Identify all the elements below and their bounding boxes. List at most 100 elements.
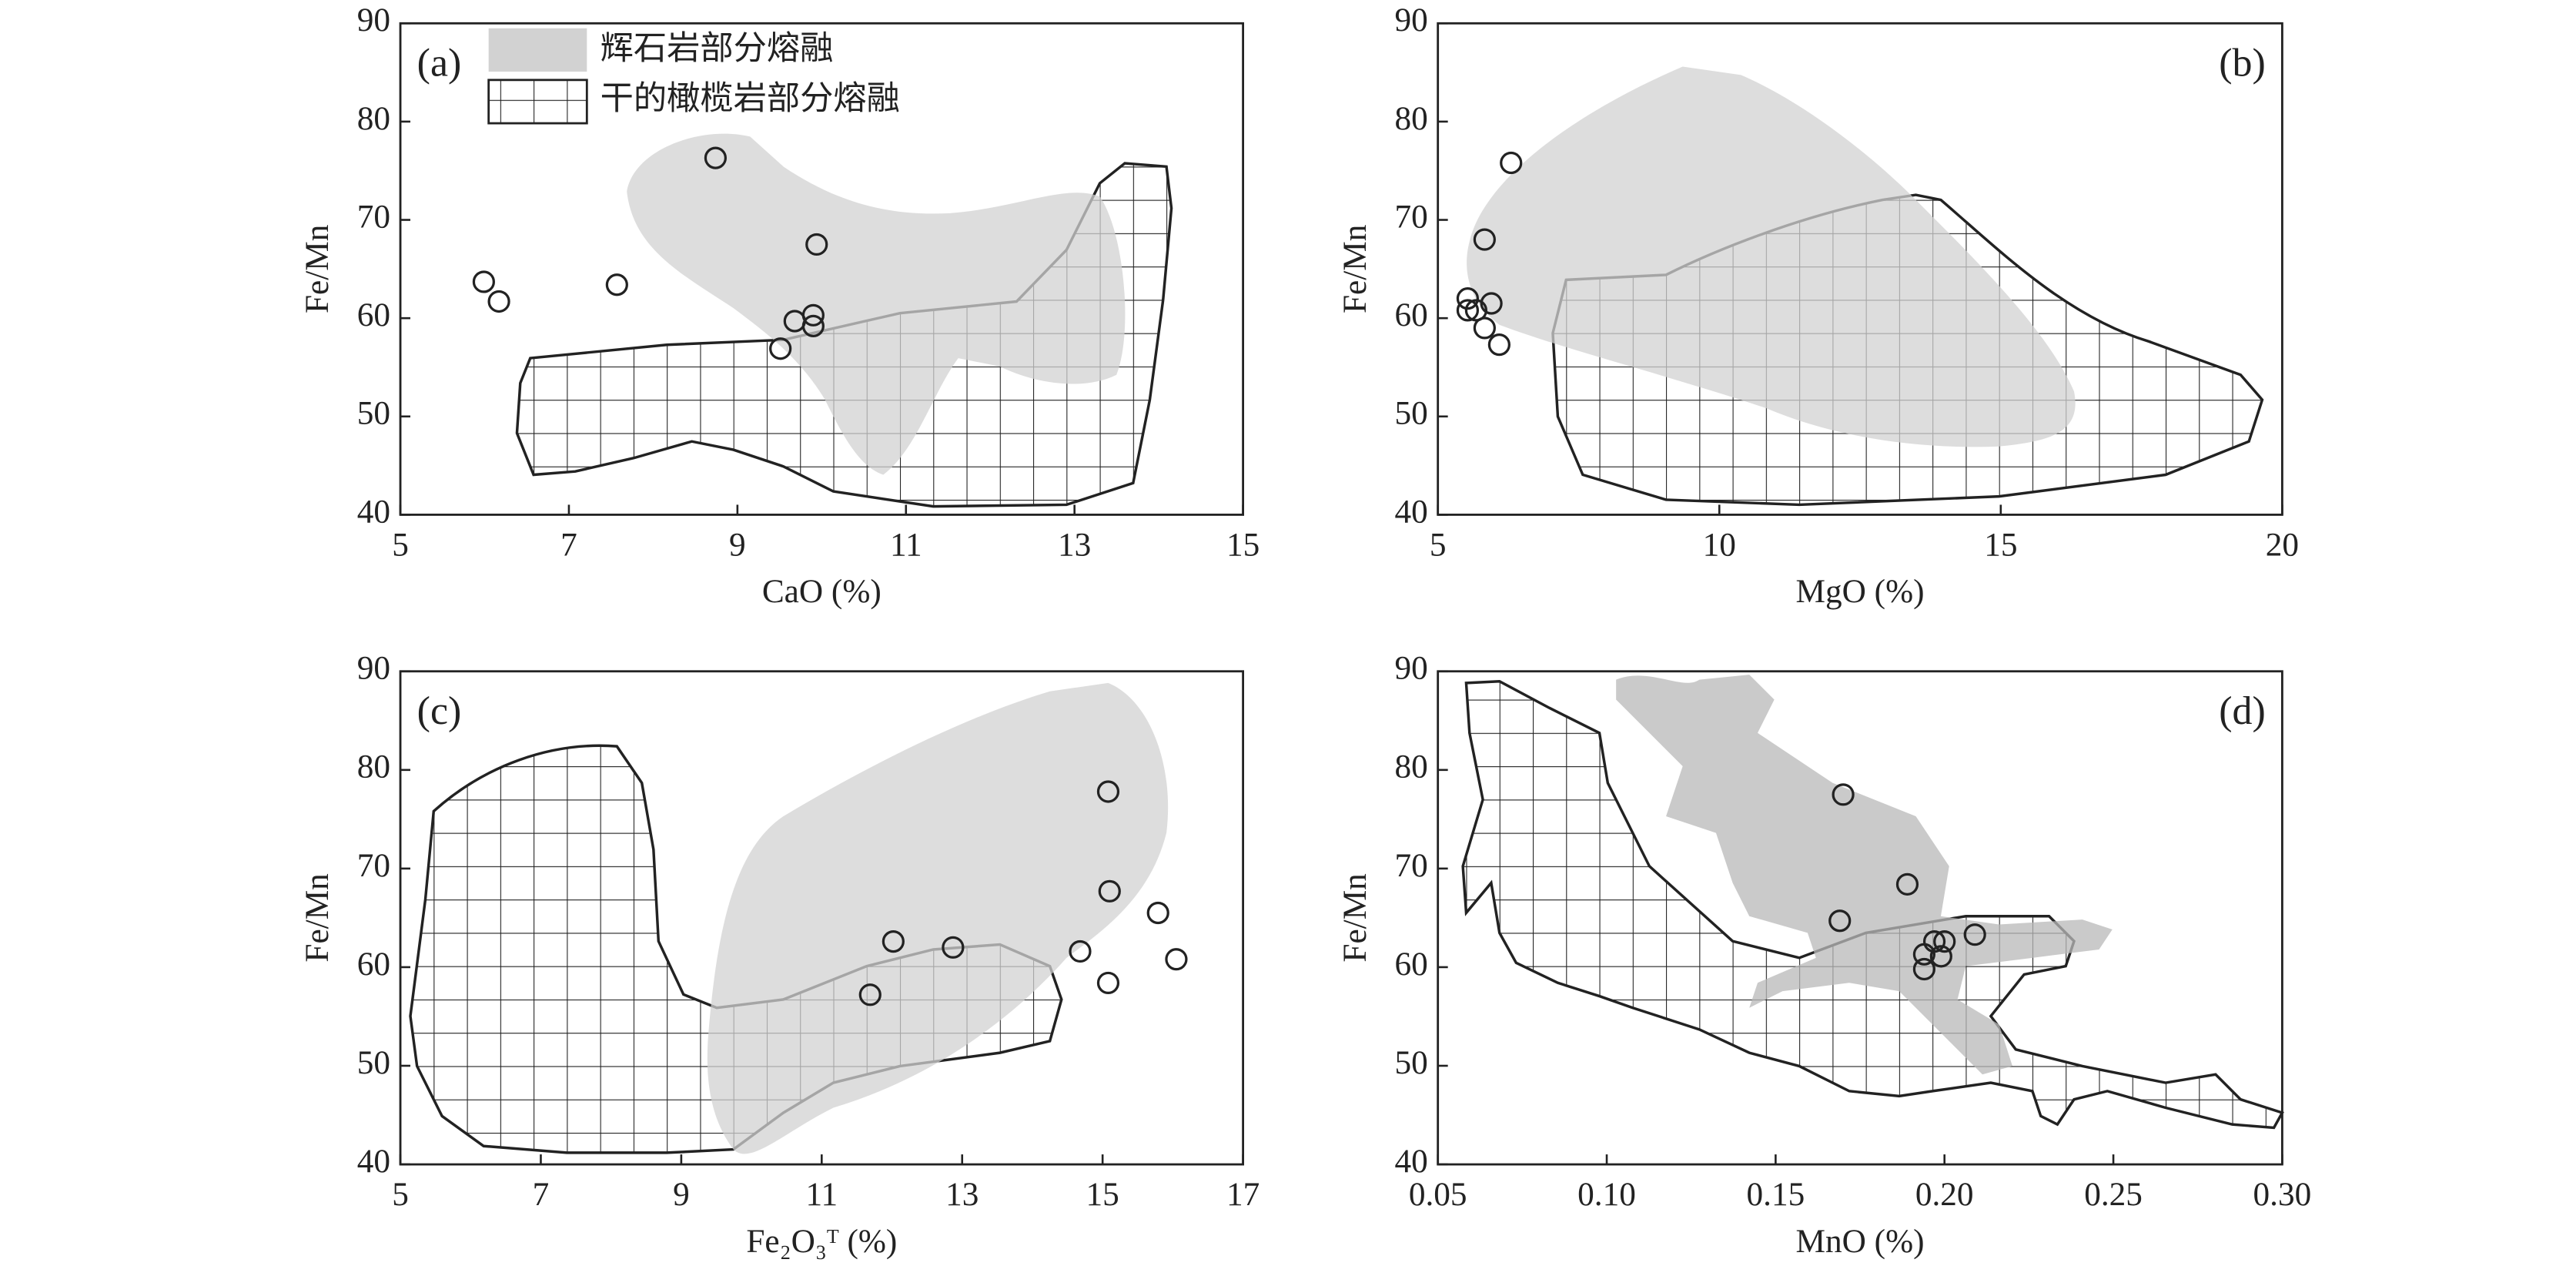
pyroxenite-region	[1616, 675, 2113, 1075]
y-tick-label: 80	[357, 100, 390, 137]
y-tick-label: 90	[1394, 2, 1427, 39]
data-point	[487, 290, 510, 313]
x-tick-label: 13	[945, 1176, 979, 1213]
x-tick-label: 0.30	[2253, 1176, 2312, 1213]
data-point	[1929, 945, 1952, 968]
x-axis-label: Fe₂O₃ᵀ (%)	[746, 1223, 897, 1260]
plot-frame	[1437, 670, 2283, 1166]
y-tick-label: 80	[1394, 749, 1427, 785]
x-tick-label: 7	[533, 1176, 550, 1213]
y-tick-label: 80	[1394, 100, 1427, 137]
panel-label: (c)	[417, 689, 462, 733]
data-point	[1912, 943, 1935, 966]
y-tick-label: 40	[1394, 1143, 1427, 1180]
y-tick-label: 60	[357, 296, 390, 333]
y-tick-label: 60	[357, 946, 390, 983]
y-tick-label: 70	[1394, 847, 1427, 884]
y-tick-label: 90	[357, 650, 390, 687]
data-point	[1895, 872, 1919, 896]
pyroxenite-region	[707, 682, 1169, 1154]
plot-frame	[1437, 22, 2283, 516]
x-tick-label: 5	[392, 1176, 409, 1213]
data-point	[605, 273, 628, 296]
y-axis-label: Fe/Mn	[299, 225, 336, 313]
y-axis-label: Fe/Mn	[1337, 225, 1373, 313]
x-tick-label: 17	[1226, 1176, 1260, 1213]
panel-label: (b)	[2219, 41, 2266, 85]
y-tick-label: 50	[357, 395, 390, 432]
y-tick-label: 60	[1394, 946, 1427, 983]
y-axis-label: Fe/Mn	[299, 873, 336, 962]
y-tick-label: 80	[357, 749, 390, 785]
plot-frame	[399, 22, 1245, 516]
y-tick-label: 90	[1394, 650, 1427, 687]
x-tick-label: 11	[890, 527, 922, 564]
x-tick-label: 9	[673, 1176, 690, 1213]
x-tick-label: 9	[729, 527, 746, 564]
y-tick-label: 40	[1394, 493, 1427, 530]
y-tick-label: 50	[1394, 1044, 1427, 1081]
data-point	[1832, 783, 1855, 806]
data-point	[1098, 879, 1121, 903]
data-point	[1146, 901, 1169, 925]
x-tick-label: 0.10	[1577, 1176, 1636, 1213]
y-tick-label: 70	[357, 198, 390, 235]
x-tick-label: 0.20	[1915, 1176, 1974, 1213]
y-tick-label: 90	[357, 2, 390, 39]
y-tick-label: 70	[357, 847, 390, 884]
x-axis-label: CaO (%)	[762, 573, 882, 610]
data-point	[472, 270, 495, 293]
data-point	[858, 983, 882, 1006]
plot-frame	[399, 670, 1245, 1166]
data-point	[942, 936, 965, 959]
y-axis-label: Fe/Mn	[1337, 873, 1373, 962]
legend-label: 干的橄榄岩部分熔融	[601, 80, 900, 117]
data-point	[1456, 299, 1480, 322]
data-point	[1456, 287, 1480, 310]
x-tick-label: 5	[392, 527, 409, 564]
data-point	[1500, 151, 1523, 175]
x-axis-label: MnO (%)	[1796, 1223, 1925, 1260]
x-tick-label: 11	[805, 1176, 838, 1213]
pyroxenite-region	[627, 133, 1126, 475]
y-tick-label: 40	[357, 493, 390, 530]
data-point	[1069, 939, 1092, 963]
data-point	[1480, 292, 1503, 315]
data-point	[1473, 316, 1496, 340]
data-point	[1165, 948, 1188, 971]
x-tick-label: 15	[1086, 1176, 1119, 1213]
data-point	[1912, 957, 1935, 981]
data-point	[1096, 971, 1120, 995]
data-point	[1096, 780, 1120, 803]
x-tick-label: 0.15	[1747, 1176, 1805, 1213]
x-tick-label: 15	[1226, 527, 1260, 564]
data-point	[1963, 923, 1986, 946]
data-point	[801, 303, 825, 327]
x-tick-label: 0.05	[1409, 1176, 1467, 1213]
panel-label: (d)	[2219, 689, 2266, 733]
data-point	[882, 930, 905, 953]
legend-swatch	[487, 79, 588, 125]
data-point	[769, 337, 792, 360]
legend-swatch	[488, 28, 587, 72]
data-point	[1933, 930, 1956, 953]
x-axis-label: MgO (%)	[1796, 573, 1925, 610]
x-tick-label: 10	[1703, 527, 1736, 564]
x-tick-label: 13	[1058, 527, 1091, 564]
pyroxenite-region	[1467, 66, 2076, 447]
x-tick-label: 7	[560, 527, 577, 564]
data-point	[1828, 909, 1852, 933]
x-tick-label: 5	[1430, 527, 1447, 564]
y-tick-label: 40	[357, 1143, 390, 1180]
y-tick-label: 60	[1394, 296, 1427, 333]
y-tick-label: 50	[357, 1044, 390, 1081]
legend-label: 辉石岩部分熔融	[601, 30, 834, 67]
data-point	[1473, 228, 1496, 251]
x-tick-label: 20	[2266, 527, 2299, 564]
data-point	[704, 146, 728, 169]
y-tick-label: 50	[1394, 395, 1427, 432]
y-tick-label: 70	[1394, 198, 1427, 235]
data-point	[1487, 333, 1510, 357]
data-point	[801, 314, 825, 337]
